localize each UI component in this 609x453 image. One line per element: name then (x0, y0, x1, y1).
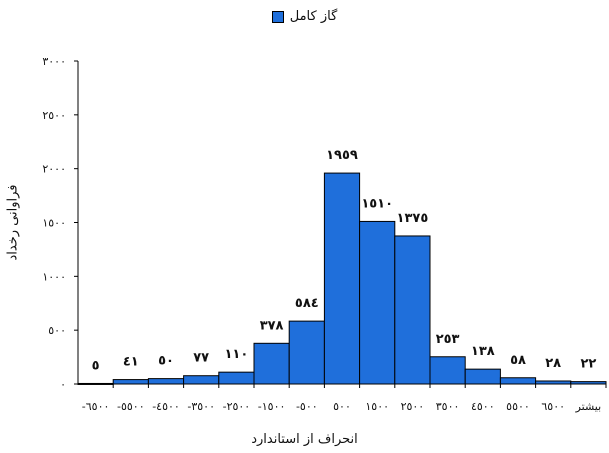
data-label: ١٥١٠ (361, 196, 393, 211)
data-label: ٢٥٣ (436, 332, 460, 347)
legend-swatch (271, 10, 284, 23)
x-tick-label: ٥٠٠ (333, 400, 351, 413)
x-tick-label: ٣٥٠٠ (436, 400, 460, 413)
legend: گاز کامل (0, 9, 609, 27)
x-tick-label: -٢٥٠٠ (223, 400, 251, 413)
bar (323, 172, 361, 385)
x-tick-label: ٥٥٠٠ (506, 400, 530, 413)
data-label: ١٣٨ (471, 344, 495, 359)
bar (218, 371, 255, 385)
data-label: ٧٧ (193, 351, 209, 366)
y-tick-label: ٠ (60, 378, 66, 391)
legend-label: گاز کامل (289, 9, 338, 24)
x-tick-label: -٦٥٠٠ (82, 400, 110, 413)
data-label: ٣٧٨ (260, 318, 284, 333)
y-tick-label: ٢٠٠٠ (42, 163, 66, 176)
x-tick-label: -٣٥٠٠ (187, 400, 215, 413)
x-tick-label: -٥٥٠٠ (117, 400, 145, 413)
y-tick-label: ٣٠٠٠ (42, 55, 66, 68)
y-tick-label: ٥٠٠ (48, 324, 66, 337)
data-label: ٥٨٤ (295, 296, 319, 311)
x-tick-label: -٥٠٠ (296, 400, 318, 413)
bar (429, 356, 466, 385)
bar (499, 377, 537, 385)
data-label: ٥ (92, 358, 100, 373)
data-label: ١٩٥٩ (326, 148, 358, 163)
x-tick-label: ٤٥٠٠ (471, 400, 495, 413)
x-tick-label: ٦٥٠٠ (541, 400, 565, 413)
x-tick-label: بیشتر (575, 400, 602, 413)
data-label: ٢٨ (545, 356, 561, 371)
bar (183, 375, 220, 385)
data-label: ٥٨ (510, 353, 526, 368)
bar (253, 342, 290, 385)
x-tick-label: -١٥٠٠ (258, 400, 286, 413)
x-axis-label: انحراف از استاندارد (251, 432, 358, 447)
data-label: ٥٠ (158, 354, 174, 369)
data-label: ١٣٧٥ (397, 211, 429, 226)
y-tick-label: ١٠٠٠ (42, 270, 66, 283)
y-tick-label: ١٥٠٠ (42, 217, 66, 230)
bar (464, 368, 501, 385)
y-tick-label: ٢٥٠٠ (42, 109, 66, 122)
x-tick-label: ١٥٠٠ (365, 400, 389, 413)
bar (147, 378, 185, 385)
data-label: ١١٠ (224, 347, 248, 362)
bar (394, 235, 431, 385)
bar (112, 379, 149, 385)
x-tick-label: ٢٥٠٠ (401, 400, 425, 413)
data-label: ٤١ (123, 355, 139, 370)
bar (288, 320, 325, 385)
x-tick-label: -٤٥٠٠ (152, 400, 180, 413)
data-label: ٢٢ (580, 357, 596, 372)
bar (359, 220, 396, 385)
